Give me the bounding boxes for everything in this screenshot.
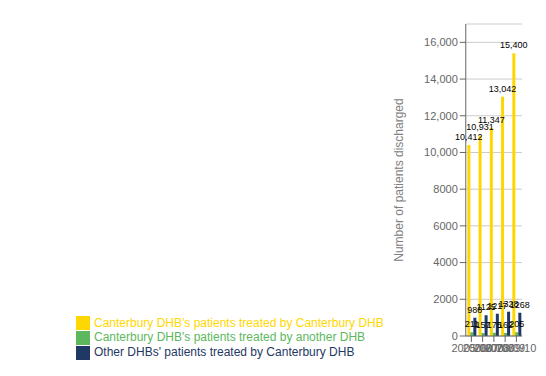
svg-text:988: 988 bbox=[467, 304, 483, 315]
svg-text:0: 0 bbox=[452, 330, 458, 342]
svg-text:162: 162 bbox=[498, 320, 514, 330]
svg-text:10,412: 10,412 bbox=[455, 132, 483, 142]
html-text:Canterbury DHB's patients trea: Canterbury DHB's patients treated by Can… bbox=[94, 315, 384, 330]
svg-text:2000: 2000 bbox=[433, 293, 457, 305]
svg-text:10,000: 10,000 bbox=[424, 146, 458, 158]
svg-text:16,000: 16,000 bbox=[424, 36, 458, 48]
svg-text:2009/10: 2009/10 bbox=[496, 342, 536, 354]
svg-text:157: 157 bbox=[475, 320, 491, 331]
svg-text:10,931: 10,931 bbox=[466, 122, 494, 133]
svg-text:15,400: 15,400 bbox=[500, 40, 528, 50]
svg-text:211: 211 bbox=[464, 319, 479, 330]
svg-text:8000: 8000 bbox=[433, 183, 457, 195]
svg-text:205: 205 bbox=[509, 319, 524, 329]
svg-text:11,347: 11,347 bbox=[478, 115, 505, 125]
svg-text:1328: 1328 bbox=[498, 298, 519, 309]
svg-text:Number of patients discharged: Number of patients discharged bbox=[392, 98, 406, 261]
svg-text:1268: 1268 bbox=[510, 300, 530, 310]
svg-text:12,000: 12,000 bbox=[424, 110, 458, 122]
svg-text:1217: 1217 bbox=[487, 300, 508, 311]
svg-text:4000: 4000 bbox=[433, 256, 457, 268]
svg-text:175: 175 bbox=[486, 319, 502, 330]
svg-text:1125: 1125 bbox=[476, 302, 496, 313]
html-text:Canterbury DHB's patients trea: Canterbury DHB's patients treated by ano… bbox=[94, 330, 366, 345]
svg-text:6000: 6000 bbox=[433, 220, 457, 232]
svg-text:14,000: 14,000 bbox=[424, 73, 458, 85]
html-text:Other DHBs' patients treated b: Other DHBs' patients treated by Canterbu… bbox=[94, 345, 355, 360]
svg-text:13,042: 13,042 bbox=[489, 84, 517, 94]
